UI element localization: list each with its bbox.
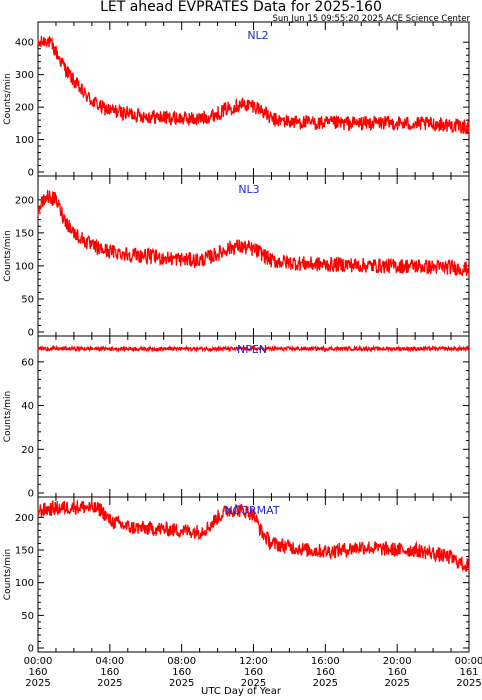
plot-frame — [37, 496, 470, 653]
panel-label: NL2 — [247, 29, 268, 42]
panel-label: NL3 — [238, 183, 259, 196]
x-tick-label: 08:00 — [167, 656, 196, 667]
plot-frame — [37, 335, 470, 498]
y-tick-label: 0 — [28, 489, 34, 500]
x-tick-label: 160 — [100, 667, 119, 678]
plot-frame — [37, 175, 470, 337]
plot-frame — [37, 21, 470, 177]
x-tick-label: 160 — [316, 667, 335, 678]
y-tick-label: 200 — [15, 513, 34, 524]
y-axis-label: Counts/min — [3, 73, 13, 124]
series-line — [37, 35, 470, 136]
y-tick-label: 50 — [21, 294, 34, 305]
series-line — [37, 344, 470, 353]
y-tick-label: 40 — [21, 401, 34, 412]
x-tick-label: 2025 — [456, 678, 481, 689]
y-tick-label: 0 — [28, 328, 34, 339]
y-tick-label: 200 — [15, 103, 34, 114]
y-tick-label: 0 — [28, 644, 34, 655]
y-axis-label: Counts/min — [3, 549, 13, 600]
x-tick-label: 2025 — [169, 678, 194, 689]
y-tick-label: 50 — [21, 611, 34, 622]
y-axis-label: Counts/min — [3, 391, 13, 442]
y-tick-label: 20 — [21, 445, 34, 456]
y-tick-label: 200 — [15, 195, 34, 206]
x-tick-label: 160 — [172, 667, 191, 678]
y-tick-label: 100 — [15, 135, 34, 146]
series-line — [37, 499, 470, 573]
y-tick-label: 300 — [15, 70, 34, 81]
timestamp: Sun Jun 15 09:55:20 2025 ACE Science Cen… — [272, 14, 470, 24]
y-tick-label: 100 — [15, 261, 34, 272]
y-tick-label: 0 — [28, 168, 34, 179]
y-tick-label: 400 — [15, 38, 34, 49]
x-tick-label: 160 — [28, 667, 47, 678]
panel-label: NPEN — [237, 343, 267, 356]
y-axis-label: Counts/min — [3, 230, 13, 281]
x-tick-label: 2025 — [25, 678, 50, 689]
x-tick-label: 20:00 — [383, 656, 412, 667]
x-tick-label: 2025 — [97, 678, 122, 689]
x-tick-label: 160 — [244, 667, 263, 678]
y-tick-label: 100 — [15, 578, 34, 589]
x-tick-label: 16:00 — [311, 656, 340, 667]
x-tick-label: 2025 — [384, 678, 409, 689]
x-tick-label: 2025 — [313, 678, 338, 689]
panel-label: NCORMAT — [224, 504, 279, 517]
y-tick-label: 150 — [15, 546, 34, 557]
x-tick-label: 00:00 — [455, 656, 482, 667]
x-tick-label: 160 — [388, 667, 407, 678]
x-tick-label: 161 — [459, 667, 478, 678]
y-tick-label: 60 — [21, 357, 34, 368]
x-tick-label: 04:00 — [95, 656, 124, 667]
series-line — [37, 189, 470, 277]
chart-title: LET ahead EVPRATES Data for 2025-160 — [100, 0, 382, 15]
x-tick-label: 2025 — [241, 678, 266, 689]
x-tick-label: 00:00 — [24, 656, 53, 667]
y-tick-label: 150 — [15, 228, 34, 239]
x-tick-label: 12:00 — [239, 656, 268, 667]
x-axis-label: UTC Day of Year — [201, 686, 281, 697]
